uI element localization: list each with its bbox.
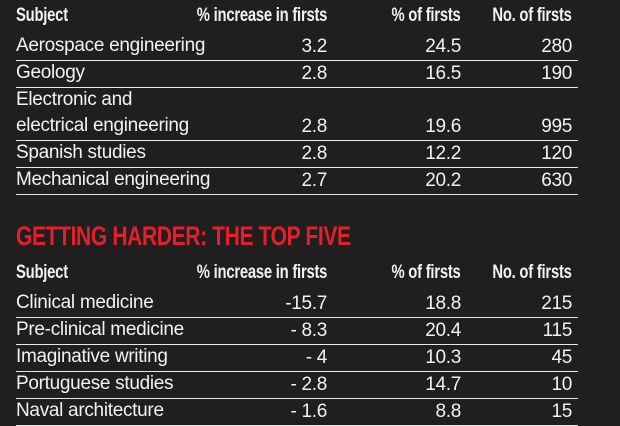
subject-cell: Geology — [16, 62, 85, 83]
increase-cell: - 1.6 — [290, 401, 327, 422]
table-row: Portuguese studies - 2.8 14.7 10 — [16, 372, 578, 399]
subject-cell: Aerospace engineering — [16, 35, 206, 56]
table-row: Spanish studies 2.8 12.2 120 — [16, 141, 578, 168]
pct-cell: 20.2 — [425, 170, 461, 191]
subject-cell-line1: Electronic and — [16, 89, 133, 110]
pct-cell: 12.2 — [425, 143, 461, 164]
subject-cell: Clinical medicine — [16, 292, 154, 313]
subject-cell: Spanish studies — [16, 142, 146, 163]
pct-cell: 20.4 — [425, 320, 461, 341]
pct-cell: 19.6 — [425, 116, 461, 137]
num-cell: 15 — [551, 401, 572, 422]
table-header-easier: Subject % increase in firsts % of firsts… — [16, 0, 578, 34]
increase-cell: 2.8 — [301, 116, 327, 137]
table-header-harder: Subject % increase in firsts % of firsts… — [16, 257, 578, 291]
num-cell: 215 — [541, 293, 572, 314]
increase-cell: - 8.3 — [290, 320, 327, 341]
table-row: Aerospace engineering 3.2 24.5 280 — [16, 34, 578, 61]
num-cell: 10 — [551, 374, 572, 395]
num-cell: 120 — [541, 143, 572, 164]
column-header-subject: Subject — [16, 262, 68, 283]
increase-cell: 2.7 — [301, 170, 327, 191]
num-cell: 115 — [542, 320, 573, 341]
subject-cell-line2: electrical engineering — [16, 115, 189, 136]
increase-cell: 2.8 — [301, 63, 327, 84]
column-header-increase: % increase in firsts — [196, 5, 328, 26]
num-cell: 190 — [541, 63, 572, 84]
table-row: Mechanical engineering 2.7 20.2 630 — [16, 168, 578, 195]
column-header-num: No. of firsts — [492, 262, 573, 283]
pct-cell: 24.5 — [425, 36, 461, 57]
pct-cell: 16.5 — [425, 63, 461, 84]
column-header-subject: Subject — [16, 5, 68, 26]
subject-cell: Mechanical engineering — [16, 169, 211, 190]
num-cell: 995 — [541, 116, 572, 137]
subject-cell: Pre-clinical medicine — [16, 319, 184, 340]
increase-cell: - 2.8 — [290, 374, 327, 395]
table-row: Pre-clinical medicine - 8.3 20.4 115 — [16, 318, 578, 345]
column-header-pct: % of firsts — [391, 5, 461, 26]
num-cell: 280 — [541, 36, 572, 57]
table-row: Imaginative writing - 4 10.3 45 — [16, 345, 578, 372]
harder-title: GETTING HARDER: THE TOP FIVE — [16, 221, 351, 251]
pct-cell: 10.3 — [425, 347, 461, 368]
increase-cell: -15.7 — [285, 293, 327, 314]
num-cell: 45 — [551, 347, 572, 368]
pct-cell: 14.7 — [425, 374, 461, 395]
subject-cell: Imaginative writing — [16, 346, 168, 367]
num-cell: 630 — [541, 170, 572, 191]
increase-cell: 3.2 — [301, 36, 327, 57]
column-header-pct: % of firsts — [391, 262, 461, 283]
increase-cell: - 4 — [305, 347, 328, 368]
table-row: Geology 2.8 16.5 190 — [16, 61, 578, 88]
column-header-num: No. of firsts — [492, 5, 573, 26]
subject-cell: Portuguese studies — [16, 373, 174, 394]
table-row: Electronic and electrical engineering 2.… — [16, 88, 578, 141]
pct-cell: 18.8 — [425, 293, 461, 314]
first-class-degrees-table: Subject % increase in firsts % of firsts… — [16, 0, 578, 426]
pct-cell: 8.8 — [435, 401, 461, 422]
section-title: GETTING HARDER: THE TOP FIVE — [16, 195, 578, 257]
subject-cell: Naval architecture — [16, 400, 164, 421]
table-row: Clinical medicine -15.7 18.8 215 — [16, 291, 578, 318]
column-header-increase: % increase in firsts — [196, 262, 328, 283]
increase-cell: 2.8 — [301, 143, 327, 164]
